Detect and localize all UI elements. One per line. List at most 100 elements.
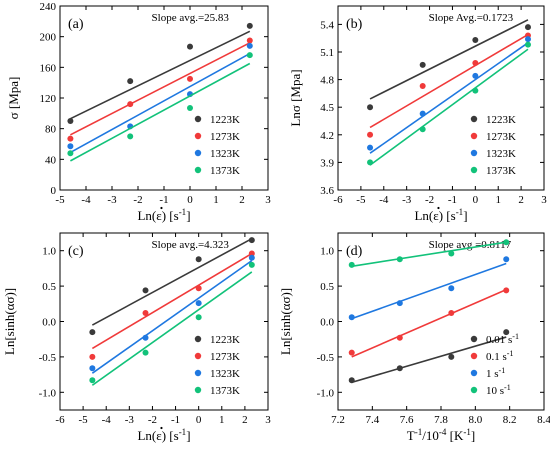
fit-line bbox=[351, 241, 507, 268]
x-tick-label: -3 bbox=[107, 194, 117, 206]
panel-label: (b) bbox=[346, 17, 363, 32]
data-point bbox=[67, 143, 74, 150]
data-point bbox=[524, 36, 531, 43]
x-tick-label: 7.6 bbox=[400, 414, 414, 426]
x-label-var: ε bbox=[156, 208, 162, 223]
panel-label: (d) bbox=[346, 244, 363, 259]
data-point bbox=[248, 254, 255, 261]
data-point bbox=[419, 110, 426, 117]
data-point bbox=[448, 250, 455, 257]
legend-sup: -1 bbox=[504, 383, 511, 392]
data-point bbox=[248, 237, 255, 244]
x-tick-label: -6 bbox=[55, 414, 65, 426]
data-point bbox=[348, 314, 355, 321]
data-point bbox=[246, 52, 253, 59]
x-tick-label: -4 bbox=[102, 414, 112, 426]
fit-line bbox=[91, 271, 253, 386]
data-point bbox=[127, 133, 134, 140]
fit-line bbox=[369, 33, 529, 129]
legend-sup: -1 bbox=[499, 366, 506, 375]
y-tick-label: 0.0 bbox=[42, 317, 56, 329]
fit-line bbox=[351, 262, 507, 320]
legend-label: 10 s-1 bbox=[486, 383, 511, 398]
y-axis-label: Ln[sinh(ασ)] bbox=[278, 288, 293, 355]
legend-marker bbox=[470, 352, 478, 360]
legend-marker bbox=[470, 132, 478, 140]
x-label-var: ε bbox=[156, 428, 162, 443]
data-point bbox=[503, 239, 510, 246]
fit-line bbox=[70, 52, 251, 154]
y-axis-label: Ln[sinh(ασ)] bbox=[2, 288, 17, 355]
rate-dot bbox=[437, 206, 440, 210]
x-tick-label: 3 bbox=[541, 194, 547, 206]
data-point bbox=[67, 135, 74, 142]
x-tick-label: -3 bbox=[125, 414, 135, 426]
x-tick-label: 7.4 bbox=[365, 414, 379, 426]
chart-panel-4: 7.2 7.4 7.6 7.8 8.0 8.2 8.4 -1.0 -0.5 0.0 0.5 1.0 (d… bbox=[278, 232, 550, 443]
legend-marker bbox=[470, 115, 478, 123]
data-point bbox=[448, 285, 455, 292]
y-tick-label: 0.5 bbox=[42, 281, 56, 293]
data-point bbox=[396, 300, 403, 307]
x-tick-label: 1 bbox=[219, 414, 225, 426]
x-label-part: Ln( bbox=[414, 208, 433, 223]
x-tick-label: 1 bbox=[495, 194, 501, 206]
data-point bbox=[187, 75, 193, 82]
legend-marker bbox=[194, 166, 202, 174]
y-tick-label: 3.6 bbox=[320, 185, 334, 197]
x-tick-label: -1 bbox=[171, 414, 180, 426]
data-point bbox=[195, 285, 202, 292]
data-point bbox=[448, 353, 455, 360]
y-tick-label: 160 bbox=[40, 62, 57, 74]
y-tick-label: -1.0 bbox=[317, 387, 335, 399]
fit-line bbox=[70, 30, 251, 120]
x-tick-label: -5 bbox=[356, 194, 366, 206]
legend-label: 1373K bbox=[210, 385, 240, 397]
data-point bbox=[419, 61, 426, 68]
fit-line bbox=[369, 48, 529, 166]
data-point bbox=[195, 256, 202, 263]
data-point bbox=[367, 159, 374, 166]
chart-panel-3: -6 -5 -4 -3 -2 -1 0 1 2 3 -1.0 -0.5 0.0 0.5 1.0 (c) Slop… bbox=[2, 232, 271, 443]
data-point bbox=[396, 365, 403, 372]
fit-line bbox=[369, 19, 529, 100]
x-tick-label: 0 bbox=[473, 194, 479, 206]
data-point bbox=[367, 144, 374, 151]
x-tick-label: -5 bbox=[79, 414, 89, 426]
data-point bbox=[142, 334, 149, 341]
y-tick-label: 0.0 bbox=[320, 317, 334, 329]
data-point bbox=[142, 310, 149, 317]
legend-label: 1323K bbox=[210, 368, 240, 380]
legend-marker bbox=[194, 132, 202, 140]
x-tick-label: 2 bbox=[518, 194, 524, 206]
data-point bbox=[448, 310, 455, 317]
panel-label: (c) bbox=[68, 244, 84, 259]
x-label-sup: -1 bbox=[179, 207, 187, 217]
legend-marker bbox=[470, 166, 478, 174]
x-label-part: Ln( bbox=[137, 428, 156, 443]
legend-label: 1323K bbox=[486, 148, 516, 160]
x-label-sup: -1 bbox=[456, 207, 464, 217]
x-tick-label: -2 bbox=[148, 414, 157, 426]
x-tick-label: 2 bbox=[239, 194, 245, 206]
plot-frame bbox=[337, 232, 545, 411]
legend-label: 1273K bbox=[486, 131, 516, 143]
legend-label: 0.01 s-1 bbox=[486, 332, 519, 347]
data-point bbox=[248, 261, 255, 268]
data-point bbox=[187, 43, 193, 50]
x-tick-label: 0 bbox=[196, 414, 202, 426]
fit-line bbox=[351, 288, 507, 358]
data-point bbox=[89, 353, 96, 360]
legend-marker bbox=[194, 115, 202, 123]
data-point bbox=[89, 329, 96, 336]
y-tick-label: 5.4 bbox=[320, 19, 334, 31]
y-axis-label: Lnσ [Mpa] bbox=[288, 69, 303, 126]
y-axis-label: σ [Mpa] bbox=[6, 77, 21, 120]
data-point bbox=[472, 60, 479, 67]
data-point bbox=[248, 250, 255, 257]
x-axis-label: Ln(ε) [s-1] bbox=[137, 207, 190, 223]
data-point bbox=[348, 261, 355, 268]
x-label-part: ] bbox=[463, 208, 467, 223]
